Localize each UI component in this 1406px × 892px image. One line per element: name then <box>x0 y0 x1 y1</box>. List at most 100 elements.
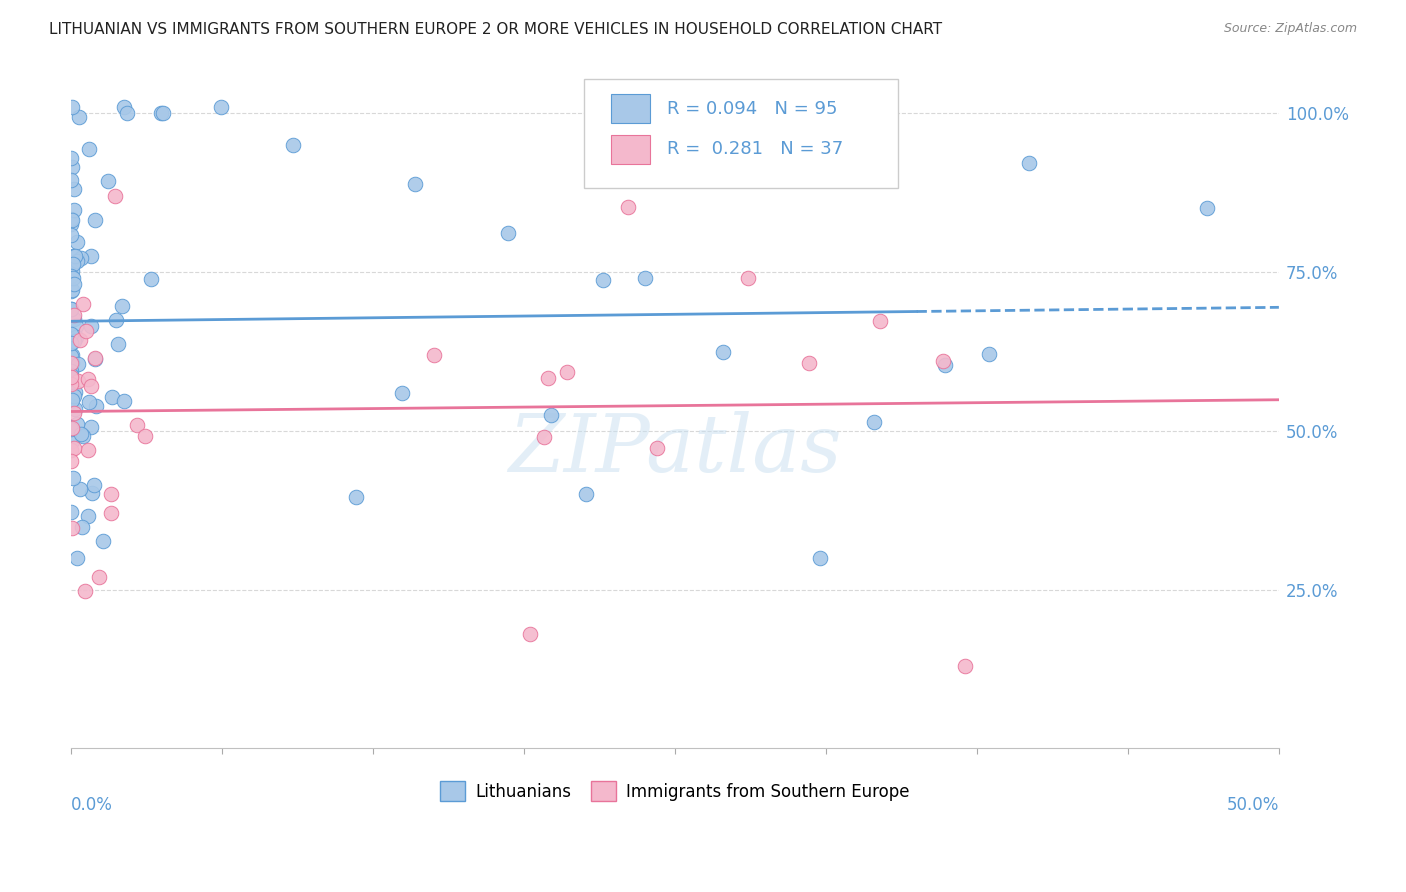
Point <box>75 324 97 338</box>
Point <box>84 400 107 414</box>
FancyBboxPatch shape <box>612 136 650 164</box>
Point <box>70 520 93 534</box>
Point <box>60 355 83 369</box>
Point <box>60 217 83 231</box>
Legend: Lithuanians, Immigrants from Southern Europe: Lithuanians, Immigrants from Southern Eu… <box>433 774 917 808</box>
Point <box>104 188 127 202</box>
Point <box>75 584 97 599</box>
Point <box>60 161 83 175</box>
Point <box>72 429 94 443</box>
Point <box>1018 155 1040 169</box>
Text: ZIPatlas: ZIPatlas <box>509 410 842 488</box>
Point <box>67 374 90 388</box>
Point <box>797 356 820 370</box>
Point <box>423 348 446 362</box>
Point <box>100 506 122 520</box>
Point <box>84 213 107 227</box>
Point <box>616 200 638 214</box>
Point <box>977 347 1000 361</box>
Point <box>63 406 86 420</box>
Point <box>62 257 84 271</box>
Point <box>112 393 135 408</box>
Point <box>80 419 103 434</box>
Point <box>67 111 90 125</box>
Point <box>344 491 367 505</box>
Point <box>60 302 83 317</box>
Point <box>283 137 305 152</box>
Point <box>737 271 759 285</box>
Point <box>808 550 831 565</box>
Point <box>83 478 105 492</box>
Point <box>80 378 103 392</box>
Point <box>932 353 955 368</box>
Point <box>1195 201 1218 215</box>
Point <box>645 441 668 455</box>
Point <box>62 182 84 196</box>
Point <box>83 352 105 367</box>
FancyBboxPatch shape <box>612 95 650 123</box>
Point <box>60 335 83 350</box>
Point <box>60 151 83 165</box>
Point <box>67 357 90 371</box>
Point <box>65 402 87 417</box>
Y-axis label: 2 or more Vehicles in Household: 2 or more Vehicles in Household <box>0 290 7 527</box>
Text: R = 0.094   N = 95: R = 0.094 N = 95 <box>666 100 837 118</box>
Point <box>555 365 578 379</box>
Point <box>934 358 956 372</box>
Point <box>80 249 103 263</box>
Point <box>60 364 83 378</box>
Point <box>72 297 94 311</box>
Point <box>112 100 135 114</box>
Point <box>70 426 93 441</box>
Point <box>65 329 87 343</box>
Point <box>62 277 84 292</box>
Point <box>63 442 86 456</box>
Point <box>60 173 83 187</box>
Point <box>76 508 98 523</box>
Point <box>60 263 83 277</box>
Point <box>60 284 83 298</box>
Point <box>60 521 83 535</box>
Point <box>62 249 84 263</box>
Point <box>69 334 91 348</box>
Point <box>66 235 89 249</box>
Point <box>537 371 560 385</box>
Point <box>100 390 122 404</box>
Point <box>91 534 114 549</box>
Point <box>60 349 83 363</box>
Text: LITHUANIAN VS IMMIGRANTS FROM SOUTHERN EUROPE 2 OR MORE VEHICLES IN HOUSEHOLD CO: LITHUANIAN VS IMMIGRANTS FROM SOUTHERN E… <box>49 22 942 37</box>
Point <box>111 299 134 313</box>
Point <box>60 302 83 317</box>
Point <box>66 550 89 565</box>
Point <box>62 389 84 403</box>
Point <box>60 284 83 298</box>
Point <box>97 174 120 188</box>
Point <box>139 272 162 286</box>
Point <box>592 272 614 286</box>
Point <box>60 394 83 409</box>
Text: 50.0%: 50.0% <box>1226 796 1279 814</box>
Point <box>209 100 232 114</box>
Point <box>62 308 84 322</box>
Point <box>60 326 83 341</box>
Point <box>711 345 734 359</box>
Point <box>60 422 83 436</box>
Point <box>62 334 84 349</box>
Point <box>107 337 129 351</box>
Point <box>87 570 110 584</box>
Point <box>575 487 598 501</box>
Text: 0.0%: 0.0% <box>72 796 112 814</box>
Point <box>60 369 83 384</box>
Point <box>496 226 519 240</box>
Point <box>127 417 149 432</box>
Point <box>62 312 84 326</box>
Point <box>77 142 100 156</box>
Point <box>60 376 83 391</box>
Point <box>60 421 83 435</box>
Point <box>533 430 555 444</box>
Point <box>62 271 84 285</box>
Point <box>60 434 83 448</box>
Point <box>80 486 103 500</box>
Point <box>60 392 83 407</box>
Point <box>60 505 83 519</box>
